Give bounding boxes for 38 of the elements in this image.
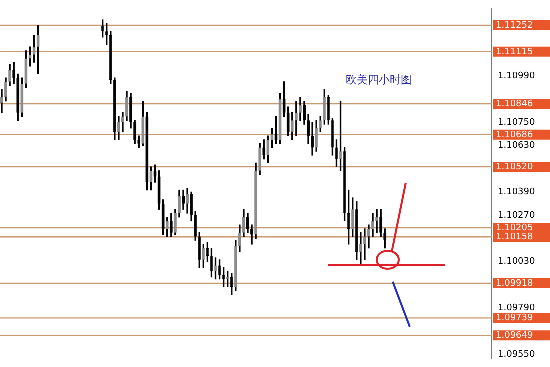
ref-line-label: 1.10520	[496, 162, 534, 172]
ref-line-label: 1.11252	[496, 20, 534, 31]
y-tick-label: 1.10030	[498, 257, 536, 268]
candlestick	[331, 118, 334, 156]
candlestick	[158, 170, 161, 210]
ref-line-label: 1.09918	[496, 278, 534, 289]
candlestick	[218, 260, 222, 280]
y-tick-label: 1.10390	[498, 188, 536, 198]
candlestick	[146, 112, 149, 191]
candlestick	[335, 140, 338, 168]
candlestick	[24, 50, 28, 88]
candlestick	[32, 35, 36, 63]
candlestick	[363, 228, 366, 260]
candlestick	[206, 242, 210, 262]
candlestick	[214, 258, 218, 280]
candlestick	[270, 128, 274, 148]
annotation: 欧美四小时图	[346, 73, 412, 86]
ref-line-label: 1.10846	[496, 99, 534, 110]
candlestick	[278, 93, 282, 144]
candlestick	[343, 147, 346, 222]
ref-line-label: 1.09649	[496, 330, 534, 341]
ref-line-label: 1.10158	[496, 232, 534, 242]
candlestick	[36, 25, 40, 75]
y-tick-label: 1.10990	[498, 71, 536, 82]
y-tick-label: 1.09550	[498, 350, 536, 360]
candlestick	[282, 82, 286, 118]
ref-line-label: 1.10686	[496, 130, 534, 140]
y-tick-label: 1.10630	[498, 141, 536, 152]
ref-line-label: 1.11115	[496, 47, 534, 58]
ref-line-label: 1.10205	[496, 223, 534, 234]
y-tick-label: 1.10750	[498, 118, 536, 128]
candlestick	[28, 46, 32, 67]
y-tick-label: 1.09790	[498, 304, 536, 314]
ref-line-label: 1.09739	[496, 314, 534, 324]
candlestick	[210, 248, 214, 278]
candlestick	[154, 164, 157, 183]
y-tick-label: 1.10270	[498, 210, 536, 221]
candlestick	[274, 116, 278, 144]
